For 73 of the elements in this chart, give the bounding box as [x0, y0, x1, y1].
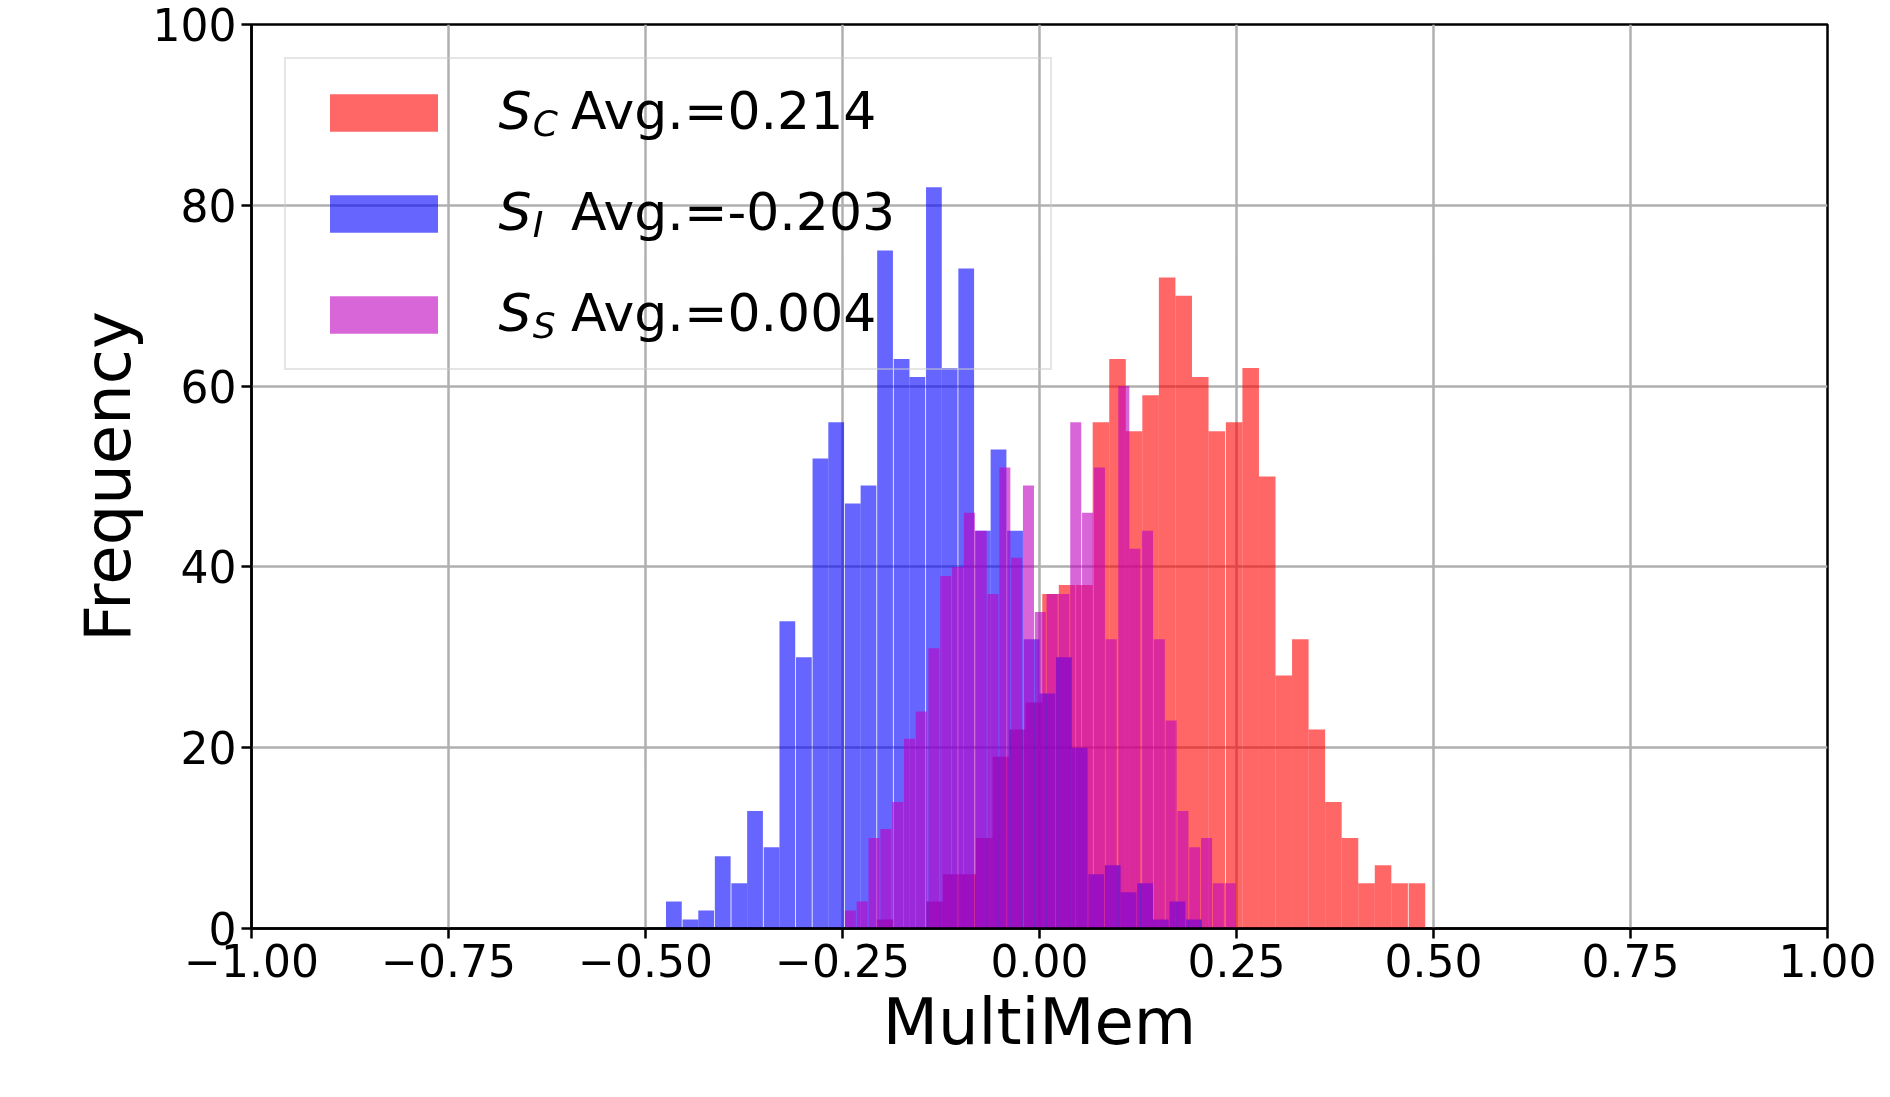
bar: [868, 838, 880, 929]
bar: [763, 847, 780, 929]
bar: [880, 829, 892, 929]
y-tick-label: 40: [180, 542, 237, 594]
x-axis-title: MultiMem: [882, 984, 1197, 1059]
bar: [1046, 594, 1058, 929]
bar: [940, 575, 952, 929]
bar: [1141, 530, 1153, 929]
x-tick-label: 1.00: [1778, 935, 1877, 987]
bar: [1308, 729, 1326, 929]
bar: [665, 901, 682, 929]
bar: [928, 648, 940, 929]
bar: [1118, 386, 1130, 929]
x-tick-label: −0.25: [775, 935, 910, 987]
bar: [1189, 847, 1201, 929]
bar: [1093, 467, 1105, 929]
bar: [1341, 838, 1359, 929]
bar: [1201, 838, 1213, 929]
bar: [877, 250, 893, 929]
bar: [1165, 720, 1177, 929]
bar: [1374, 865, 1392, 929]
bar: [892, 801, 904, 929]
bar: [844, 910, 856, 929]
bar: [1177, 810, 1189, 929]
bar: [856, 901, 868, 929]
bar: [1022, 485, 1034, 929]
x-tick-label: 0.50: [1384, 935, 1483, 987]
y-tick-label: 20: [180, 723, 237, 775]
bar: [1224, 883, 1236, 929]
bar: [698, 910, 715, 929]
y-axis-title: Frequency: [70, 311, 145, 642]
bar: [952, 566, 964, 929]
bar: [1034, 612, 1046, 929]
bar: [1082, 512, 1094, 929]
bar: [1292, 639, 1309, 929]
y-tick-label: 60: [180, 361, 237, 413]
x-tick-label: −0.50: [578, 935, 713, 987]
bar: [1225, 422, 1243, 929]
bar: [747, 810, 763, 929]
bar: [1011, 557, 1023, 929]
bar: [1258, 476, 1276, 929]
bar: [1391, 883, 1408, 929]
bar: [828, 422, 845, 929]
x-tick-label: 0.75: [1581, 935, 1680, 987]
bar: [987, 594, 999, 929]
bar: [1212, 883, 1224, 929]
bar: [975, 530, 987, 929]
bar: [1408, 883, 1426, 929]
y-tick-label: 80: [180, 180, 237, 232]
bar: [1105, 639, 1117, 929]
bar: [1153, 639, 1165, 929]
bar: [714, 856, 731, 929]
y-tick-label: 100: [152, 0, 237, 51]
x-tick-label: 0.25: [1187, 935, 1286, 987]
bar: [1325, 801, 1342, 929]
bar: [1070, 422, 1082, 929]
bar: [812, 458, 829, 929]
bar: [731, 883, 748, 929]
bar: [903, 738, 915, 929]
bar: [1242, 368, 1259, 929]
x-tick-label: 0.00: [990, 935, 1089, 987]
bar: [915, 711, 927, 929]
bar: [963, 512, 975, 929]
bar: [1275, 675, 1293, 929]
bar: [1208, 431, 1226, 929]
bar: [1129, 548, 1141, 929]
bar: [779, 621, 796, 929]
bar: [1058, 594, 1070, 929]
bar: [796, 657, 812, 929]
bar: [844, 503, 861, 929]
bar: [999, 467, 1011, 929]
bar: [1358, 883, 1375, 929]
x-tick-label: −0.75: [381, 935, 516, 987]
